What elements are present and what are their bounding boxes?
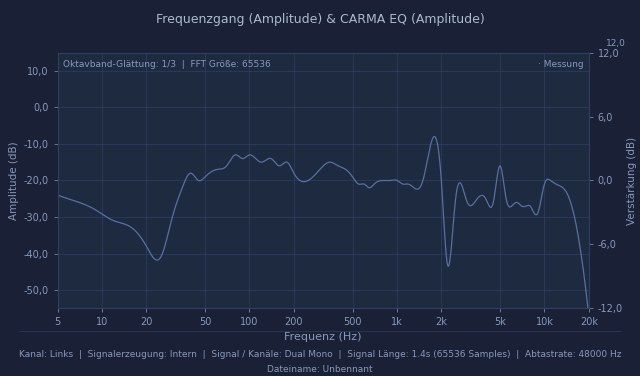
Text: Kanal: Links  |  Signalerzeugung: Intern  |  Signal / Kanäle: Dual Mono  |  Sign: Kanal: Links | Signalerzeugung: Intern |… bbox=[19, 350, 621, 359]
Text: Oktavband-Glättung: 1/3  |  FFT Größe: 65536: Oktavband-Glättung: 1/3 | FFT Größe: 655… bbox=[63, 60, 271, 69]
X-axis label: Frequenz (Hz): Frequenz (Hz) bbox=[284, 332, 362, 341]
Text: Dateiname: Unbennant: Dateiname: Unbennant bbox=[267, 365, 373, 374]
Text: · Messung: · Messung bbox=[538, 60, 584, 69]
Y-axis label: Verstärkung (dB): Verstärkung (dB) bbox=[627, 136, 637, 224]
Y-axis label: Amplitude (dB): Amplitude (dB) bbox=[10, 141, 19, 220]
Text: Frequenzgang (Amplitude) & CARMA EQ (Amplitude): Frequenzgang (Amplitude) & CARMA EQ (Amp… bbox=[156, 13, 484, 26]
Text: 12,0: 12,0 bbox=[606, 38, 626, 47]
